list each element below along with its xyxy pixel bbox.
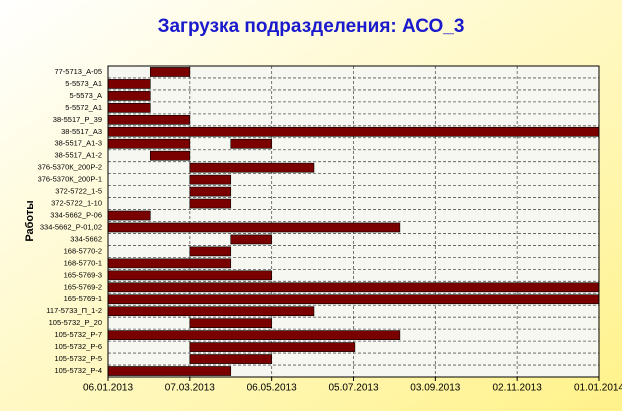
bar	[189, 246, 232, 257]
y-tick-label: 38-5517_А3	[61, 127, 102, 136]
y-tick-label: 165-5769-1	[64, 294, 102, 303]
y-tick-label: 334-5662_Р-06	[50, 211, 102, 220]
y-tick-label: 5-5573_А1	[65, 79, 102, 88]
y-tick-label: 38-5517_Р_39	[53, 115, 102, 124]
chart-title: Загрузка подразделения: АСО_3	[158, 16, 465, 37]
y-tick-label: 105-5732_Р-5	[54, 354, 102, 363]
bar	[149, 150, 191, 161]
bar	[107, 210, 151, 221]
y-tick-label: 5-5572_А1	[65, 103, 102, 112]
bar	[189, 174, 232, 185]
bar	[189, 354, 272, 364]
bar	[230, 234, 272, 245]
bar	[107, 222, 401, 233]
y-tick-label: 372-5722_1-10	[51, 199, 102, 208]
bar	[107, 366, 232, 376]
bar	[149, 67, 191, 77]
bar	[107, 294, 600, 305]
y-tick-label: 5-5573_А	[69, 91, 102, 100]
y-tick-label: 165-5769-2	[64, 282, 102, 291]
bar	[189, 342, 356, 352]
y-tick-label: 38-5517_А1-2	[54, 151, 102, 160]
bar	[189, 318, 272, 329]
y-tick-label: 376-5370К_200Р-2	[38, 163, 102, 172]
bar	[107, 282, 600, 293]
y-tick-label: 372-5722_1-5	[55, 187, 102, 196]
bar	[189, 162, 315, 173]
bar	[107, 103, 151, 113]
bar	[189, 198, 232, 209]
y-tick-label: 334-5662_Р-01,02	[40, 222, 102, 231]
bar	[107, 126, 600, 137]
y-tick-label: 105-5732_Р-6	[54, 342, 102, 351]
bar	[107, 114, 191, 125]
y-tick-label: 376-5370К_200Р-1	[38, 175, 102, 184]
bar	[107, 270, 272, 281]
y-tick-label: 105-5732_Р-4	[54, 366, 102, 375]
y-tick-label: 168-5770-2	[64, 246, 102, 255]
x-tick-label: 05.07.2013	[328, 383, 378, 394]
y-tick-label: 168-5770-1	[64, 258, 102, 267]
bar	[107, 91, 151, 101]
plot-border	[107, 65, 600, 378]
x-tick-label: 03.09.2013	[410, 383, 460, 394]
x-tick-label: 01.01.2014	[574, 383, 622, 394]
bar	[230, 138, 272, 149]
bar	[189, 186, 232, 197]
bar	[107, 138, 191, 149]
y-tick-label: 105-5732_Р_20	[49, 318, 102, 327]
bar	[107, 79, 151, 89]
y-tick-label: 105-5732_Р-7	[54, 330, 102, 339]
bar	[107, 258, 232, 269]
y-tick-label: 38-5517_А1-3	[54, 139, 102, 148]
bar	[107, 306, 315, 317]
x-tick-label: 06.01.2013	[83, 383, 133, 394]
y-tick-label: 334-5662	[70, 234, 102, 243]
y-axis-label: Работы	[24, 200, 36, 241]
bar	[107, 330, 401, 340]
y-tick-label: 165-5769-3	[64, 270, 102, 279]
y-tick-label: 117-5733_П_1-2	[46, 306, 102, 315]
x-tick-label: 02.11.2013	[493, 383, 543, 394]
x-tick-label: 06.05.2013	[247, 383, 297, 394]
y-tick-label: 77-5713_А-05	[54, 67, 102, 76]
x-tick-label: 07.03.2013	[165, 383, 215, 394]
